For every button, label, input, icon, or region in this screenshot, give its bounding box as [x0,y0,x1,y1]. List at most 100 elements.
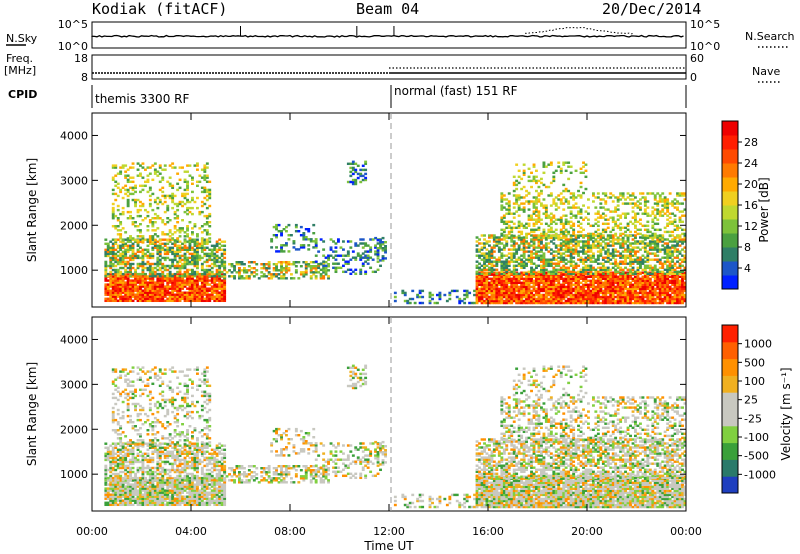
power-cell [532,281,536,285]
power-cell [589,236,593,239]
power-cell [525,262,528,265]
power-cell [141,235,145,238]
power-cell [629,287,632,291]
power-cell [151,285,155,288]
power-cell [527,270,531,274]
power-cell [552,297,556,301]
power-cell [596,279,600,283]
power-cell [198,277,202,280]
power-cell [356,176,360,180]
power-cell [666,238,670,241]
power-cell [542,279,546,283]
power-cell [193,200,197,204]
power-cell [129,256,132,260]
power-cell [379,243,382,246]
power-cell [557,295,561,299]
power-cell [186,229,189,232]
power-cell [156,214,160,218]
power-cell [567,260,571,263]
nsky-strip: 10^5 10^0 10^5 10^0 [6,18,790,53]
power-cell [351,160,355,164]
power-cell [230,275,234,278]
power-cell [144,184,147,188]
power-cell [490,287,494,291]
power-cell [136,279,140,282]
power-cell [148,254,152,258]
power-cell [119,190,123,194]
power-cell [294,230,298,233]
power-cell [515,194,519,197]
power-cell [572,238,576,241]
power-cell [517,206,521,209]
power-cell [549,283,553,287]
power-cell [535,214,538,217]
power-cell [537,295,541,299]
power-cell [587,254,590,257]
power-cell [156,246,160,250]
power-cell [641,258,645,261]
power-cell [656,260,660,263]
power-cell [502,214,506,217]
power-cell [676,240,679,243]
power-cell [634,301,637,305]
power-cell [129,289,132,292]
power-cell [116,293,120,296]
power-cell [327,263,330,266]
power-cell [183,291,187,294]
power-cell [567,268,571,272]
power-cell [639,240,642,243]
power-cell [525,283,528,287]
power-cell [547,258,551,261]
power-cell [196,270,199,274]
power-cell [475,275,479,279]
power-cell [520,293,524,297]
power-cell [619,272,623,276]
power-cell [502,234,506,238]
power-cell [220,262,224,266]
power-cell [497,238,501,241]
power-cell [116,204,120,208]
power-cell [136,250,140,254]
power-cell [599,202,603,205]
power-cell [280,234,283,237]
power-cell [495,242,499,245]
power-cell [178,270,182,274]
power-cell [351,250,355,253]
power-cell [552,268,556,272]
power-cell [599,242,603,245]
power-cell [574,240,578,243]
power-cell [522,281,526,285]
power-cell [483,293,486,297]
power-cell [544,258,548,261]
power-cell [569,260,573,263]
nsearch-tick-top: 10^5 [690,18,720,31]
power-cell [567,299,571,303]
power-cell [547,293,551,297]
power-cell [349,258,353,261]
cpid-label: CPID [8,88,38,101]
power-cell [223,275,227,278]
power-cell [106,289,110,292]
power-cell [314,240,318,243]
power-cell [671,250,675,253]
power-cell [510,260,514,263]
power-cell [247,265,251,268]
power-cell [678,258,682,261]
power-cell [173,264,177,268]
power-cell [621,293,625,297]
power-cell [158,180,162,184]
power-cell [186,260,189,264]
power-cell [141,266,145,270]
power-cell [178,273,182,276]
power-cell [141,256,145,260]
power-cell [517,246,521,249]
power-cell [631,192,635,195]
power-cell [215,250,219,254]
power-cell [596,262,600,265]
power-cell [537,256,541,259]
power-cell [146,244,150,248]
power-cell [624,254,627,257]
power-cell [557,234,561,238]
power-cell [307,265,311,268]
power-cell [510,285,514,289]
